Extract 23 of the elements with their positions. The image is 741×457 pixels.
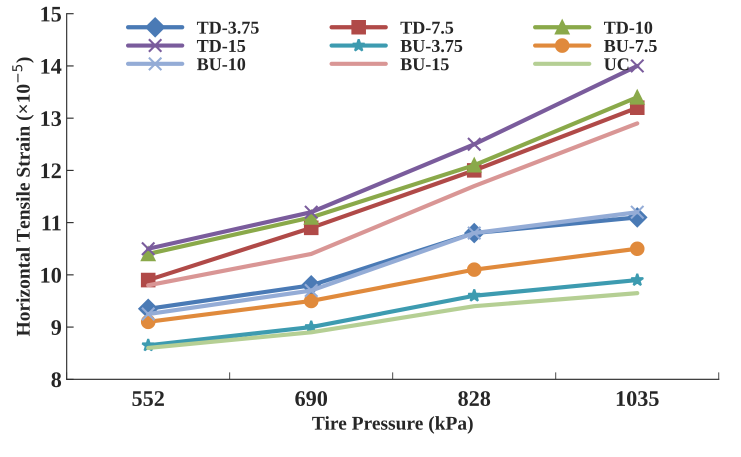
y-tick-label: 11 xyxy=(42,216,61,230)
y-tick-label: 9 xyxy=(51,320,62,336)
legend-label: BU-3.75 xyxy=(400,40,462,52)
legend-label: TD-7.5 xyxy=(400,22,454,34)
y-axis-title: Horizontal Tensile Strain (×10$^{−5}$) xyxy=(12,58,34,336)
x-tick-label: 828 xyxy=(458,391,490,406)
legend-label: BU-15 xyxy=(400,58,449,70)
y-tick-label: 8 xyxy=(51,372,62,388)
y-tick-label: 15 xyxy=(41,6,62,22)
y-tick-label: 14 xyxy=(41,58,62,74)
legend-label: BU-10 xyxy=(196,58,246,70)
y-tick-label: 12 xyxy=(41,163,61,178)
x-axis-title: Tire Pressure (kPa) xyxy=(312,416,473,434)
legend-label: TD-3.75 xyxy=(196,22,259,34)
legend-label: TD-10 xyxy=(604,22,652,34)
legend-label: TD-15 xyxy=(196,40,246,52)
x-tick-label: 552 xyxy=(132,391,164,406)
legend-label: UC xyxy=(604,58,628,70)
y-tick-label: 10 xyxy=(41,268,61,283)
legend-label: BU-7.5 xyxy=(604,40,657,52)
x-tick-label: 1035 xyxy=(616,391,659,406)
x-tick-label: 690 xyxy=(295,391,328,406)
y-tick-label: 13 xyxy=(41,111,62,126)
